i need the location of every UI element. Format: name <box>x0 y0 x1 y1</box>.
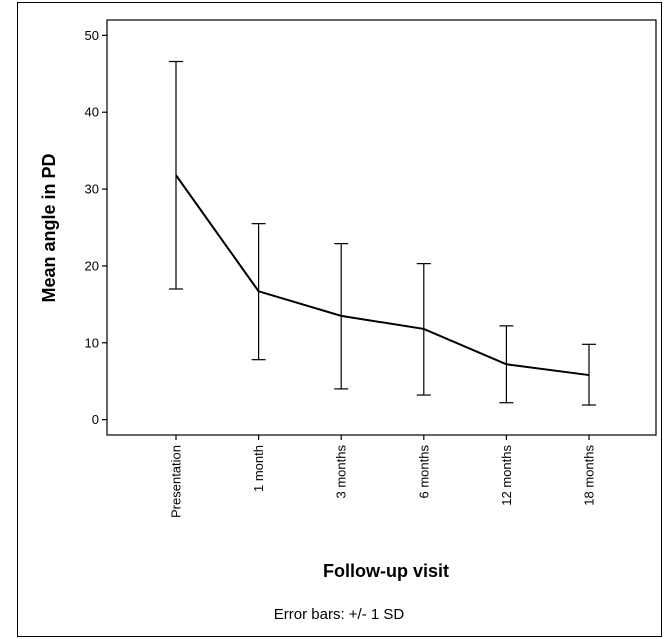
y-tick-label: 0 <box>92 412 99 427</box>
y-tick-label: 50 <box>85 28 99 43</box>
x-tick-label: 1 month <box>251 445 266 492</box>
y-axis: 0 10 20 30 40 50 <box>85 28 107 427</box>
x-tick-label: 3 months <box>334 445 349 499</box>
x-axis-title: Follow-up visit <box>323 561 449 581</box>
y-axis-title: Mean angle in PD <box>39 153 59 302</box>
mean-line <box>175 174 590 377</box>
x-axis: Presentation 1 month 3 months 6 months 12 mo… <box>169 435 597 518</box>
x-tick-label: 18 months <box>582 445 597 506</box>
y-tick-label: 10 <box>85 335 99 350</box>
x-tick-label: 6 months <box>416 445 431 499</box>
x-tick-label: 12 months <box>499 445 514 506</box>
y-tick-label: 40 <box>85 105 99 120</box>
chart-frame <box>17 2 662 637</box>
y-tick-label: 20 <box>85 258 99 273</box>
series-group <box>175 174 590 377</box>
x-tick-label: Presentation <box>169 445 184 518</box>
y-tick-label: 30 <box>85 182 99 197</box>
plot-area <box>106 19 657 436</box>
error-bars <box>169 60 596 406</box>
error-bar-footnote: Error bars: +/- 1 SD <box>274 606 405 623</box>
